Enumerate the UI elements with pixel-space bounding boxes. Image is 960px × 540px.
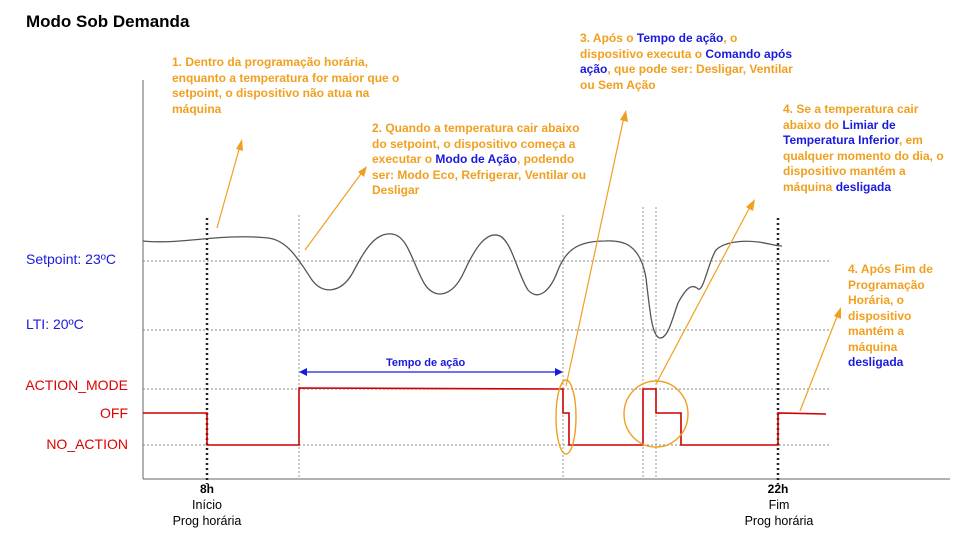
start-caption: Início Prog horária bbox=[152, 497, 262, 529]
arrow-1 bbox=[216, 145, 241, 229]
arrow-4 bbox=[655, 204, 752, 385]
lti-ellipse bbox=[623, 380, 689, 448]
end-time-label: 22h bbox=[767, 482, 789, 496]
arrow-2 bbox=[304, 170, 364, 251]
page-title: Modo Sob Demanda bbox=[26, 12, 190, 31]
annotation-2-highlight: Modo de Ação bbox=[435, 152, 517, 166]
end-caption-line1: Fim bbox=[768, 498, 790, 512]
annotation-1: 1. Dentro da programação horária, enquan… bbox=[172, 55, 404, 117]
annotation-3: 3. Após o Tempo de ação, o dispositivo e… bbox=[580, 31, 798, 93]
annotation-4-text-2: , em qualquer momento do dia, o disposit… bbox=[783, 133, 944, 194]
tempo-arrow-head-right bbox=[555, 368, 563, 376]
setpoint-label: Setpoint: 23ºC bbox=[26, 251, 116, 267]
action-end-ellipse bbox=[555, 379, 577, 455]
annotation-2-text-1: 2. Quando a temperatura cair abaixo do s… bbox=[372, 121, 580, 166]
arrow-3-head bbox=[620, 110, 628, 122]
arrow-4-head bbox=[746, 199, 755, 211]
start-caption-line1: Início bbox=[192, 498, 222, 512]
annotation-4-highlight-2: desligada bbox=[835, 179, 892, 194]
start-time-label: 8h bbox=[199, 482, 214, 496]
lti-label: LTI: 20ºC bbox=[26, 316, 84, 332]
arrow-2-head bbox=[358, 166, 367, 177]
tempo-arrow-head-left bbox=[299, 368, 307, 376]
tempo-acao-label: Tempo de ação bbox=[386, 357, 466, 369]
annotation-4: 4. Se a temperatura cair abaixo do Limia… bbox=[783, 102, 948, 195]
annotation-3-text-1: 3. Após o bbox=[580, 31, 637, 45]
no-action-label: NO_ACTION bbox=[46, 436, 128, 452]
end-caption-line2: Prog horária bbox=[744, 514, 814, 528]
arrow-5-head bbox=[834, 307, 841, 319]
annotation-5-text-1: 4. Após Fim de Programação Horária, o di… bbox=[848, 262, 933, 354]
annotation-5: 4. Após Fim de Programação Horária, o di… bbox=[848, 262, 956, 371]
action-mode-label: ACTION_MODE bbox=[25, 377, 128, 393]
end-caption: Fim Prog horária bbox=[724, 497, 834, 529]
state-line bbox=[143, 387, 827, 446]
annotation-arrows bbox=[216, 110, 841, 412]
annotation-1-text: 1. Dentro da programação horária, enquan… bbox=[172, 55, 400, 116]
off-label: OFF bbox=[100, 405, 128, 421]
start-caption-line2: Prog horária bbox=[172, 514, 242, 528]
annotation-4-highlight-1: Limiar de Temperatura Inferior bbox=[783, 117, 899, 148]
temperature-curve bbox=[142, 233, 783, 339]
annotation-2: 2. Quando a temperatura cair abaixo do s… bbox=[372, 121, 592, 199]
annotation-5-highlight: desligada bbox=[848, 355, 904, 369]
annotation-3-text-3: , que pode ser: Desligar, Ventilar ou Se… bbox=[580, 62, 793, 92]
annotation-3-highlight-1: Tempo de ação bbox=[636, 31, 724, 45]
arrow-5 bbox=[799, 313, 839, 412]
annotation-3-highlight-2: Comando após ação bbox=[580, 46, 793, 77]
annotation-2-text-2: , podendo ser: Modo Eco, Refrigerar, Ven… bbox=[372, 152, 587, 197]
annotation-3-text-2: , o dispositivo executa o bbox=[580, 31, 738, 61]
arrow-3 bbox=[565, 116, 625, 387]
arrow-1-head bbox=[236, 139, 243, 151]
annotation-4-text-1: 4. Se a temperatura cair abaixo do bbox=[783, 102, 919, 132]
